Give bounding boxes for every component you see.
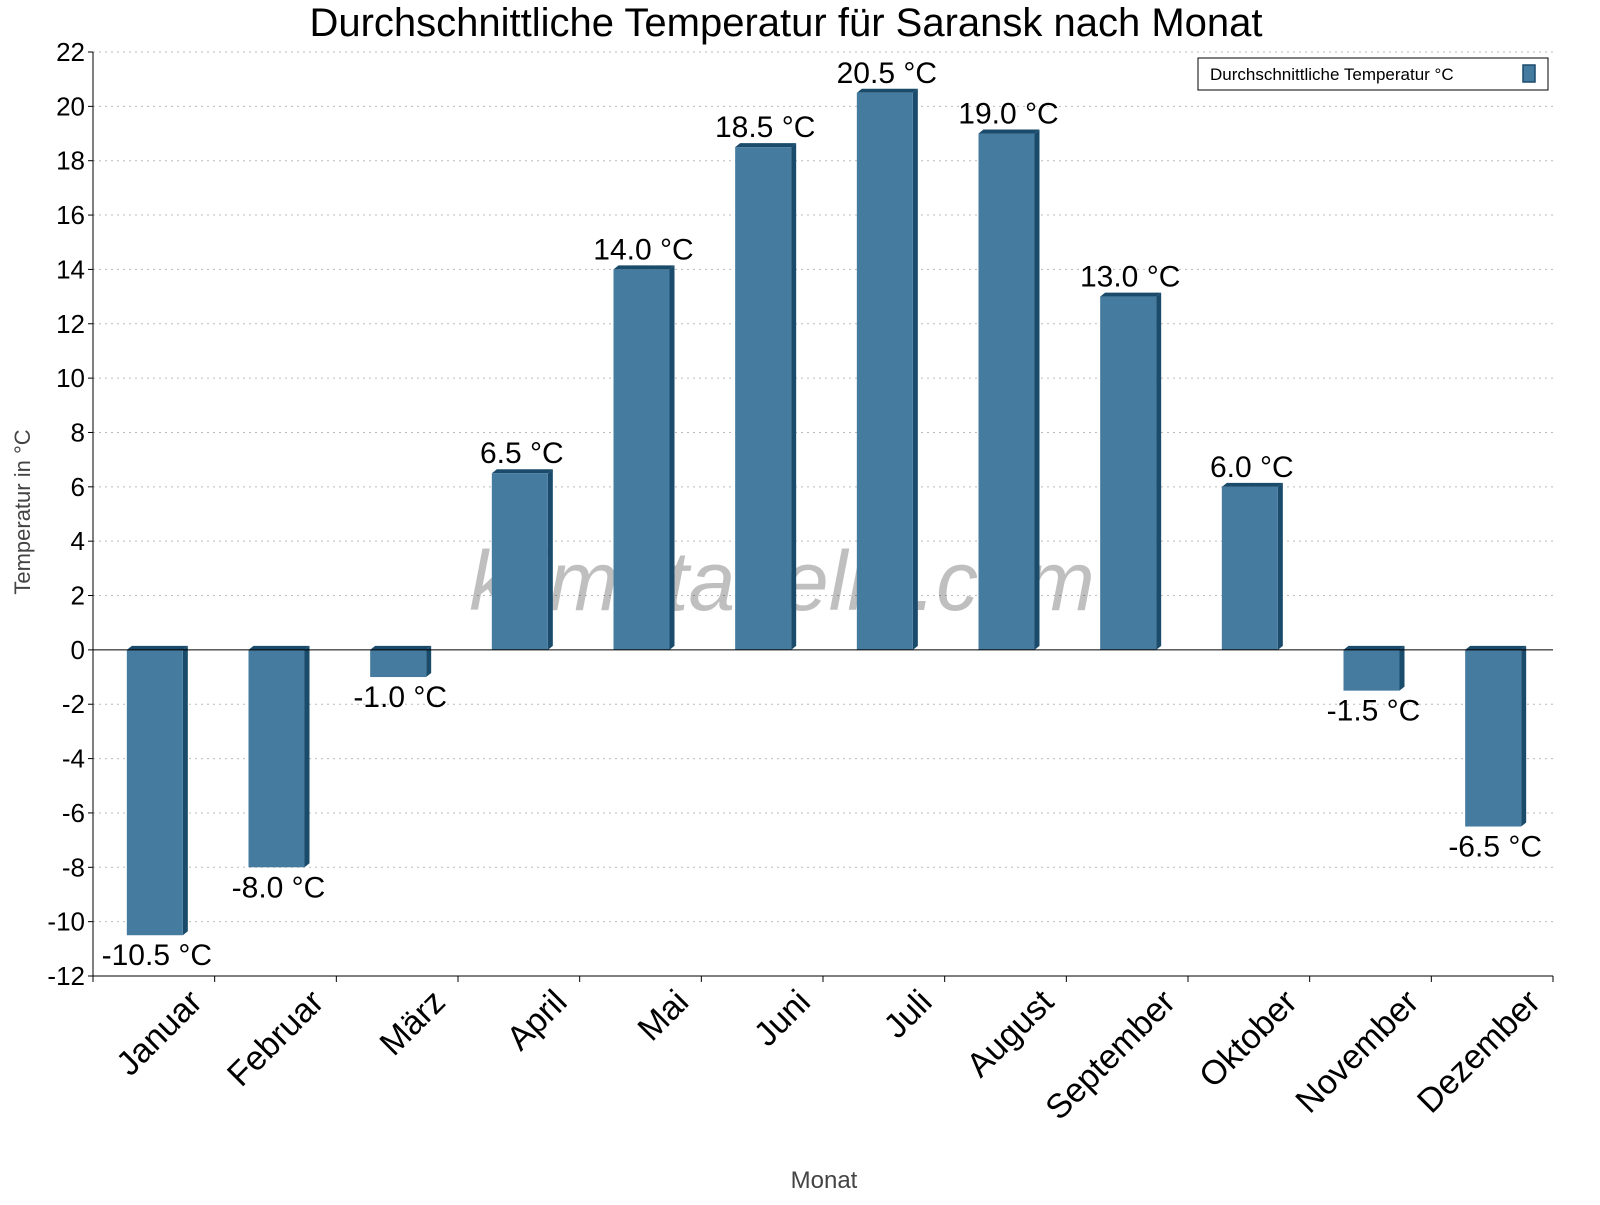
bar-top [370, 645, 432, 650]
bar-side [1277, 482, 1283, 650]
bar-top [978, 129, 1040, 134]
bar-top [613, 265, 675, 270]
y-tick-label: -6 [62, 798, 85, 828]
x-tick-label: November [1288, 983, 1426, 1121]
x-tick-label: August [959, 982, 1061, 1084]
bar-top [248, 645, 310, 650]
bar-september: 13.0 °C [1080, 261, 1180, 650]
bar-side [1521, 645, 1527, 827]
x-tick-label: Oktober [1192, 983, 1304, 1095]
bar-märz: -1.0 °C [353, 645, 447, 714]
bar-oktober: 6.0 °C [1210, 451, 1294, 650]
bar-top [1343, 645, 1405, 650]
data-label: -6.5 °C [1448, 831, 1542, 864]
data-label: 19.0 °C [958, 98, 1058, 131]
bar [613, 269, 670, 650]
bar-top [491, 469, 553, 474]
bar-side [182, 645, 188, 936]
bar-top [1100, 292, 1162, 297]
bar [491, 473, 548, 650]
y-tick-label: -4 [62, 744, 85, 774]
data-label: -1.0 °C [353, 681, 447, 714]
y-tick-label: 0 [71, 635, 85, 665]
y-tick-label: -12 [47, 961, 85, 991]
bar [856, 92, 913, 650]
bar-februar: -8.0 °C [232, 645, 326, 904]
y-tick-label: 14 [56, 254, 85, 284]
y-tick-label: -2 [62, 689, 85, 719]
y-axis-label: Temperatur in °C [10, 429, 35, 594]
bar-dezember: -6.5 °C [1448, 645, 1542, 864]
y-tick-label: 20 [56, 91, 85, 121]
data-label: 6.0 °C [1210, 451, 1294, 484]
data-label: 14.0 °C [593, 233, 693, 266]
bar-november: -1.5 °C [1327, 645, 1421, 728]
y-tick-label: 12 [56, 309, 85, 339]
bar-top [126, 645, 188, 650]
y-tick-label: 18 [56, 146, 85, 176]
data-label: -10.5 °C [102, 939, 212, 972]
bar [1100, 296, 1157, 650]
x-axis-label: Monat [791, 1167, 858, 1194]
bar-mai: 14.0 °C [593, 233, 694, 650]
x-tick-label: März [373, 983, 453, 1063]
bar-august: 19.0 °C [958, 98, 1059, 650]
y-tick-label: 4 [71, 526, 85, 556]
x-tick-label: Januar [109, 983, 209, 1083]
y-tick-label: 16 [56, 200, 85, 230]
bar [978, 133, 1035, 650]
bar-januar: -10.5 °C [102, 645, 212, 972]
bar-side [1156, 292, 1162, 650]
y-tick-label: 8 [71, 417, 85, 447]
bar-side [1034, 129, 1040, 650]
data-label: 18.5 °C [715, 111, 815, 144]
x-tick-label: Mai [631, 983, 697, 1049]
chart-title: Durchschnittliche Temperatur für Saransk… [309, 1, 1262, 45]
bars: -10.5 °C -8.0 °C -1.0 °C 6.5 °C 14.0 °C 18.5 … [102, 57, 1542, 972]
bar [1343, 649, 1400, 691]
x-tick-label: Juli [877, 983, 940, 1046]
bar [735, 147, 792, 650]
bar-top [856, 88, 918, 93]
bar [370, 649, 427, 678]
x-tick-label: September [1038, 983, 1182, 1127]
bar-juni: 18.5 °C [715, 111, 815, 650]
bar-side [426, 645, 432, 678]
bar [1221, 486, 1278, 650]
bar-april: 6.5 °C [480, 437, 564, 650]
bar-side [791, 143, 797, 650]
y-tick-label: 10 [56, 363, 85, 393]
bar-top [735, 143, 797, 148]
y-tick-label: 2 [71, 581, 85, 611]
data-label: -8.0 °C [232, 871, 326, 904]
x-tick-label: Dezember [1410, 983, 1548, 1121]
x-tick-label: Juni [747, 983, 818, 1054]
bar-side [547, 469, 553, 650]
bar [248, 649, 305, 868]
bar-side [304, 645, 310, 868]
bar-side [912, 88, 918, 650]
y-tick-label: 22 [56, 37, 85, 67]
bar-top [1465, 645, 1527, 650]
legend: Durchschnittliche Temperatur °C [1197, 57, 1549, 91]
grid [93, 51, 1553, 977]
x-tick-label: Februar [220, 983, 331, 1094]
bar-top [1221, 482, 1283, 487]
bar [126, 649, 183, 936]
bar-side [1399, 645, 1405, 691]
data-label: -1.5 °C [1327, 695, 1421, 728]
data-label: 13.0 °C [1080, 261, 1180, 294]
data-label: 20.5 °C [837, 57, 937, 90]
data-label: 6.5 °C [480, 437, 564, 470]
legend-swatch [1522, 64, 1536, 83]
legend-label: Durchschnittliche Temperatur °C [1210, 65, 1454, 84]
bar-juli: 20.5 °C [837, 57, 937, 650]
bar-side [669, 265, 675, 650]
y-tick-label: -8 [62, 852, 85, 882]
x-tick-label: April [500, 983, 575, 1058]
y-tick-label: -10 [47, 907, 85, 937]
bar [1465, 649, 1522, 827]
y-tick-label: 6 [71, 472, 85, 502]
